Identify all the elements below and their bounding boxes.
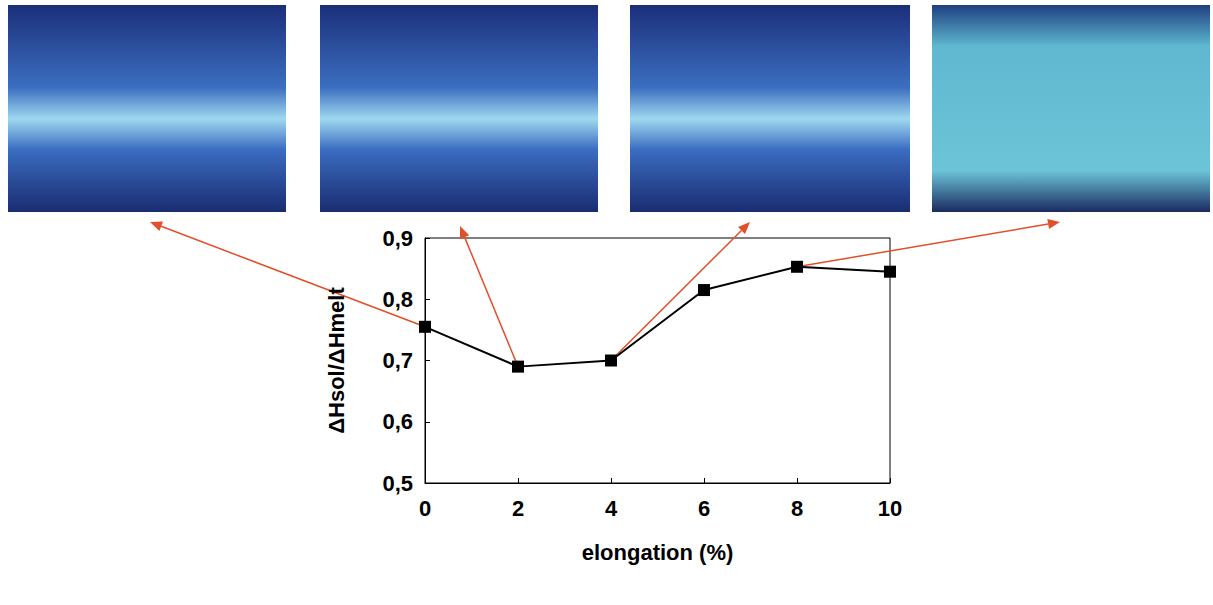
svg-text:0,5: 0,5 xyxy=(382,471,413,496)
svg-text:ΔHsol/ΔHmelt: ΔHsol/ΔHmelt xyxy=(324,287,349,434)
svg-text:8: 8 xyxy=(791,496,803,521)
svg-text:2: 2 xyxy=(512,496,524,521)
svg-text:6: 6 xyxy=(698,496,710,521)
svg-text:0,6: 0,6 xyxy=(382,409,413,434)
svg-text:0,7: 0,7 xyxy=(382,348,413,373)
svg-text:4: 4 xyxy=(605,496,618,521)
svg-text:0: 0 xyxy=(419,496,431,521)
svg-text:10: 10 xyxy=(878,496,902,521)
svg-text:elongation (%): elongation (%) xyxy=(582,540,734,565)
svg-text:0,8: 0,8 xyxy=(382,287,413,312)
svg-text:0,9: 0,9 xyxy=(382,226,413,251)
